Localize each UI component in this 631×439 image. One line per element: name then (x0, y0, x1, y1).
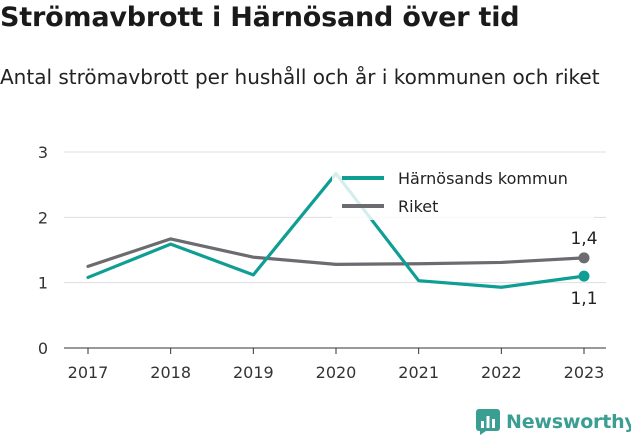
series-line-riket (86, 237, 586, 268)
x-tick-label: 2017 (68, 363, 109, 382)
y-tick-label: 2 (38, 208, 48, 227)
legend-background (332, 162, 594, 220)
bar-chart-icon (476, 409, 500, 435)
x-tick-label: 2021 (398, 363, 439, 382)
newsworthy-logo: Newsworthy (476, 408, 631, 436)
legend-label-kommun: Härnösands kommun (398, 169, 568, 188)
y-tick-label: 0 (38, 339, 48, 358)
logo-text: Newsworthy (506, 411, 631, 433)
x-tick-label: 2020 (316, 363, 357, 382)
legend-label-riket: Riket (398, 197, 438, 216)
y-tick-label: 1 (38, 274, 48, 293)
end-marker-riket (578, 252, 590, 264)
data-label-riket: 1,4 (570, 229, 597, 249)
x-tick-label: 2018 (150, 363, 191, 382)
x-tick-label: 2023 (564, 363, 605, 382)
x-tick-label: 2019 (233, 363, 274, 382)
chart-title: Strömavbrott i Härnösand över tid (0, 2, 520, 33)
end-marker-kommun (578, 270, 590, 282)
chart-subtitle: Antal strömavbrott per hushåll och år i … (0, 65, 600, 89)
x-tick-label: 2022 (481, 363, 522, 382)
data-label-kommun: 1,1 (570, 289, 597, 309)
y-tick-label: 3 (38, 143, 48, 162)
